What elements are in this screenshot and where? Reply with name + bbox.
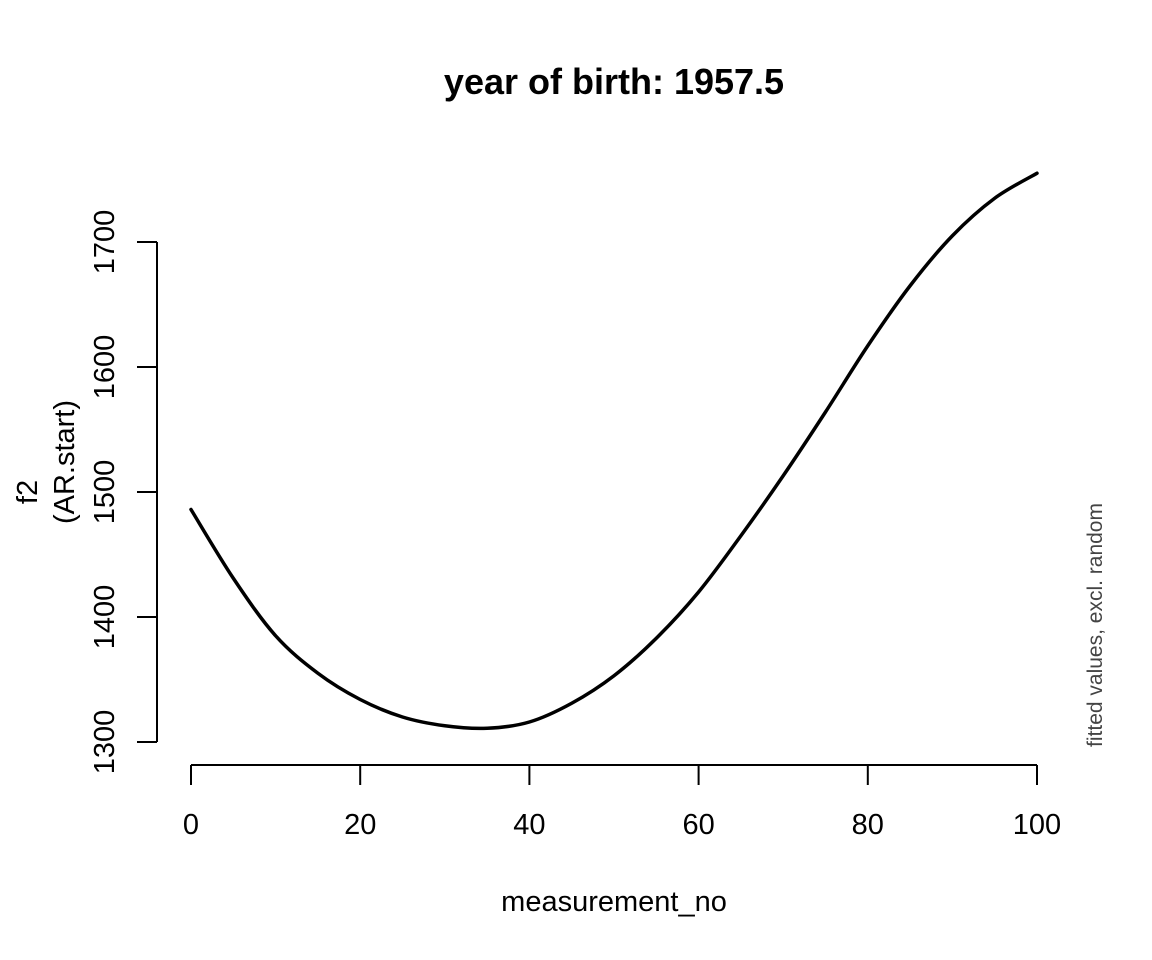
y-tick-label: 1500 [89,460,121,525]
x-tick-label: 100 [1013,809,1061,841]
fitted-values-note: fitted values, excl. random [1084,503,1107,747]
y-tick-label: 1300 [89,710,121,775]
y-tick-label: 1600 [89,335,121,400]
y-tick-label: 1400 [89,585,121,650]
x-tick-label: 80 [852,809,884,841]
x-tick-label: 40 [513,809,545,841]
y-axis-ticks: 1300 1400 1500 1600 1700 [89,210,157,775]
chart-title: year of birth: 1957.5 [444,61,784,102]
x-tick-label: 20 [344,809,376,841]
y-axis-label-line2: (AR.start) [49,400,81,524]
x-axis-ticks: 0 20 40 60 80 100 [183,765,1061,841]
y-axis-label-line1: f2 [12,480,44,504]
x-axis-label: measurement_no [501,886,727,918]
x-tick-label: 60 [682,809,714,841]
y-tick-label: 1700 [89,210,121,275]
x-tick-label: 0 [183,809,199,841]
series-line [189,171,1039,731]
